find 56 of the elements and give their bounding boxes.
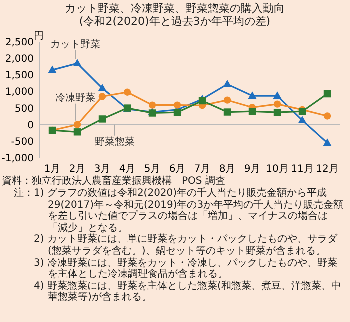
point bbox=[323, 138, 332, 146]
x-tick-label: 2月 bbox=[69, 164, 86, 175]
point bbox=[224, 96, 232, 104]
point bbox=[274, 108, 282, 116]
x-tick-label: 10月 bbox=[266, 164, 289, 175]
point bbox=[74, 128, 82, 136]
point bbox=[198, 97, 206, 105]
point bbox=[98, 93, 106, 100]
y-tick-label: -500 bbox=[11, 136, 34, 148]
point bbox=[324, 112, 332, 120]
text: 3) 冷凍野菜には、野菜をカット・冷凍し、パックしたものや、野菜を主体とした冷凍調理食品が含まれる。 bbox=[34, 258, 338, 280]
y-tick-label: 1,500 bbox=[5, 70, 34, 82]
x-tick-label: 7月 bbox=[194, 164, 211, 175]
point bbox=[273, 92, 282, 100]
point bbox=[248, 92, 257, 100]
point bbox=[148, 102, 156, 109]
x-tick-label: 11月 bbox=[291, 164, 314, 175]
point bbox=[174, 102, 182, 109]
x-tick-label: 1月 bbox=[44, 164, 61, 175]
y-tick-label: -1,000 bbox=[2, 154, 34, 164]
chart-title: カット野菜、冷凍野菜、野菜惣菜の購入動向 bbox=[64, 2, 286, 15]
point bbox=[223, 80, 232, 88]
x-tick-label: 8月 bbox=[219, 164, 236, 175]
point bbox=[74, 121, 82, 128]
point bbox=[324, 90, 332, 98]
y-tick-label: 500 bbox=[14, 104, 34, 115]
point bbox=[298, 116, 307, 124]
y-tick-label: 0 bbox=[28, 120, 34, 132]
x-tick-label: 12月 bbox=[316, 164, 339, 175]
text: 1) グラフの数値は令和2(2020)年の千人当たり販売金額から平成29(2017)年～令和元(2019)年の3か年平均の千人当たり販売金額を差し引いた値でプラスの場合は「増加」、マイナスの場合は「減少」となる。 bbox=[34, 188, 345, 234]
point bbox=[73, 59, 82, 67]
point bbox=[274, 100, 282, 108]
y-tick-label: 2,500 bbox=[5, 38, 34, 48]
y-tick-label: 1,000 bbox=[5, 87, 34, 98]
point bbox=[98, 84, 107, 92]
series-label: カット野菜 bbox=[50, 38, 100, 51]
text: 注： bbox=[14, 188, 34, 201]
x-tick-label: 4月 bbox=[119, 164, 136, 175]
point bbox=[248, 108, 256, 116]
x-tick-label: 3月 bbox=[94, 164, 111, 175]
point bbox=[224, 108, 232, 116]
x-tick-label: 5月 bbox=[144, 164, 161, 175]
x-tick-label: 6月 bbox=[169, 164, 186, 175]
series-label: 冷凍野菜 bbox=[56, 92, 96, 104]
text: 2) カット野菜には、単に野菜をカット・パックしたものや、サラダ(惣菜サラダを含む。)、鍋セット等のキット野菜が含まれる。 bbox=[34, 234, 339, 258]
point bbox=[124, 88, 132, 96]
chart-subtitle: (令和2(2020)年と過去3か年平均の差) bbox=[78, 15, 272, 28]
x-tick-label: 9月 bbox=[244, 164, 261, 175]
text: 資料：独立行政法人農畜産業振興機構 POS 調査 bbox=[1, 176, 226, 188]
point bbox=[98, 116, 106, 123]
point bbox=[174, 108, 182, 116]
series-label: 野菜惣菜 bbox=[95, 136, 135, 148]
y-tick-label: 2,000 bbox=[5, 54, 34, 66]
text: 4) 野菜惣菜には、野菜を主体とした惣菜(和惣菜、煮豆、洋惣菜、中華惣菜等)が含まれる。 bbox=[34, 280, 342, 304]
y-axis-title: 円 bbox=[34, 31, 44, 42]
point bbox=[48, 66, 57, 74]
